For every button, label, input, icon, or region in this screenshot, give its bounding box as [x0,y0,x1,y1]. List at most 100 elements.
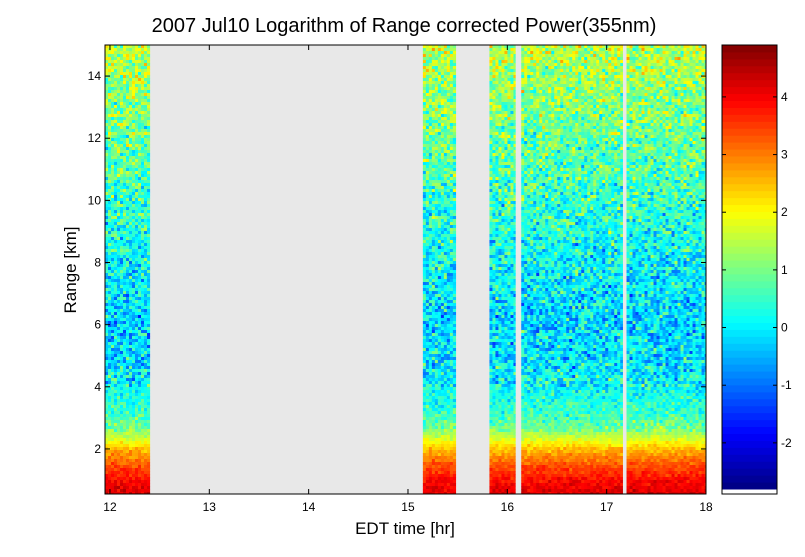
heatmap-cell [144,117,148,121]
heatmap-cell [498,183,502,187]
heatmap-cell [504,369,508,373]
heatmap-cell [129,453,133,457]
heatmap-cell [428,399,433,403]
heatmap-cell [105,411,109,415]
heatmap-cell [425,297,430,301]
heatmap-cell [507,453,511,457]
heatmap-cell [428,177,433,181]
heatmap-cell [132,189,136,193]
heatmap-cell [147,384,151,388]
heatmap-cell [443,357,448,361]
heatmap-cell [132,93,136,97]
heatmap-cell [504,396,508,400]
heatmap-cell [147,351,151,355]
heatmap-cell [495,48,499,52]
heatmap-cell [129,249,133,253]
heatmap-cell [431,78,436,82]
heatmap-cell [144,324,148,328]
heatmap-cell [132,267,136,271]
heatmap-cell [422,93,427,97]
heatmap-cell [437,177,442,181]
heatmap-cell [434,81,439,85]
heatmap-cell [105,171,109,175]
heatmap-cell [135,294,139,298]
heatmap-cell [422,213,427,217]
heatmap-cell [111,81,115,85]
heatmap-cell [126,207,130,211]
heatmap-cell [507,219,511,223]
heatmap-cell [501,156,505,160]
heatmap-cell [504,339,508,343]
heatmap-cell [449,486,454,490]
heatmap-cell [123,486,127,490]
heatmap-cell [431,240,436,244]
heatmap-cell [431,342,436,346]
heatmap-cell [437,252,442,256]
heatmap-cell [123,273,127,277]
heatmap-cell [446,333,451,337]
heatmap-cell [434,351,439,355]
heatmap-cell [105,168,109,172]
heatmap-cell [501,171,505,175]
heatmap-cell [449,282,454,286]
heatmap-cell [126,186,130,190]
heatmap-cell [117,72,121,76]
heatmap-cell [105,339,109,343]
heatmap-cell [117,474,121,478]
heatmap-cell [123,96,127,100]
heatmap-cell [498,216,502,220]
heatmap-cell [425,390,430,394]
heatmap-cell [504,159,508,163]
heatmap-cell [138,432,142,436]
heatmap-cell [443,243,448,247]
heatmap-cell [108,294,112,298]
heatmap-cell [446,138,451,142]
heatmap-cell [492,456,496,460]
heatmap-cell [446,201,451,205]
heatmap-cell [108,117,112,121]
heatmap-cell [425,216,430,220]
heatmap-cell [141,396,145,400]
heatmap-cell [132,477,136,481]
heatmap-cell [138,123,142,127]
heatmap-cell [492,378,496,382]
heatmap-cell [434,444,439,448]
heatmap-cell [117,360,121,364]
heatmap-cell [489,474,493,478]
heatmap-cell [132,435,136,439]
heatmap-cell [126,297,130,301]
heatmap-cell [492,399,496,403]
heatmap-cell [123,243,127,247]
heatmap-cell [507,237,511,241]
heatmap-cell [440,201,445,205]
heatmap-cell [489,225,493,229]
heatmap-cell [501,363,505,367]
heatmap-cell [495,306,499,310]
heatmap-cell [434,324,439,328]
heatmap-cell [431,261,436,265]
heatmap-cell [431,162,436,166]
heatmap-cell [449,432,454,436]
heatmap-cell [120,318,124,322]
heatmap-cell [434,477,439,481]
heatmap-cell [425,165,430,169]
heatmap-cell [495,120,499,124]
heatmap-cell [440,450,445,454]
heatmap-cell [504,417,508,421]
heatmap-cell [425,450,430,454]
heatmap-cell [510,75,514,79]
heatmap-cell [114,465,118,469]
heatmap-cell [428,345,433,349]
heatmap-cell [135,93,139,97]
heatmap-cell [510,165,514,169]
heatmap-cell [443,492,448,495]
heatmap-cell [425,156,430,160]
heatmap-cell [123,426,127,430]
heatmap-cell [120,234,124,238]
heatmap-cell [141,105,145,109]
heatmap-cell [123,105,127,109]
heatmap-cell [111,147,115,151]
heatmap-cell [431,174,436,178]
heatmap-cell [510,60,514,64]
heatmap-cell [138,48,142,52]
